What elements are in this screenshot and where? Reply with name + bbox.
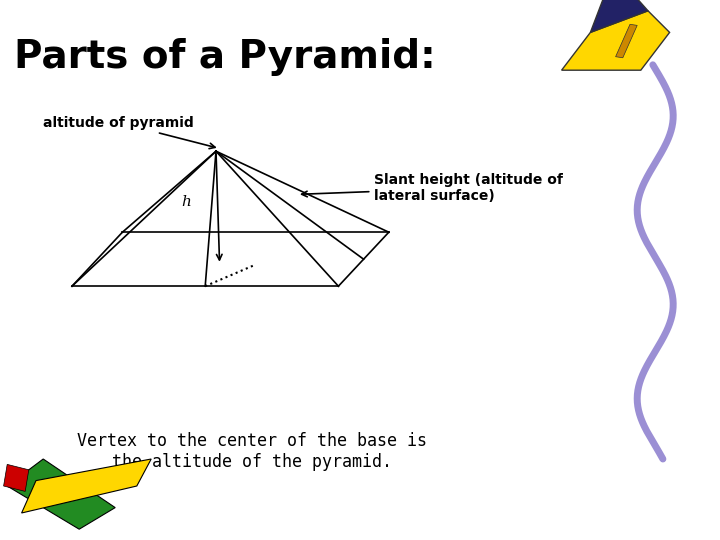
Text: Parts of a Pyramid:: Parts of a Pyramid:: [14, 38, 436, 76]
Polygon shape: [4, 464, 29, 491]
Text: altitude of pyramid: altitude of pyramid: [43, 116, 215, 148]
Polygon shape: [590, 0, 648, 32]
Polygon shape: [562, 11, 670, 70]
Polygon shape: [7, 459, 115, 529]
Text: h: h: [181, 195, 191, 210]
Text: Vertex to the center of the base is
the altitude of the pyramid.: Vertex to the center of the base is the …: [77, 432, 427, 471]
Text: Slant height (altitude of
lateral surface): Slant height (altitude of lateral surfac…: [302, 173, 563, 203]
Polygon shape: [22, 459, 151, 513]
Polygon shape: [616, 24, 637, 58]
